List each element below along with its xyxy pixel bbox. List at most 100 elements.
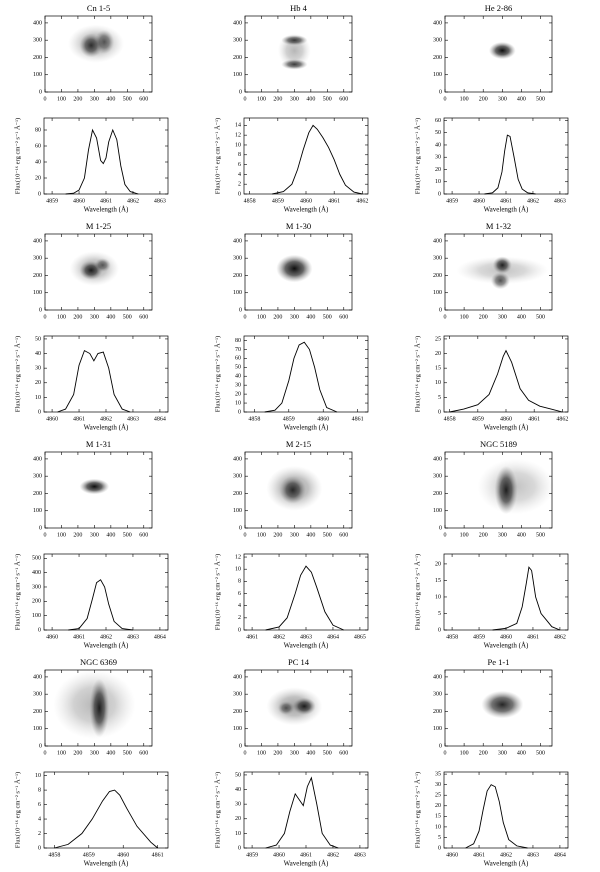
y-tick-label: 0 <box>239 307 242 313</box>
x-tick-label: 400 <box>306 532 315 538</box>
x-tick-label: 100 <box>460 314 469 320</box>
x-tick-label: 100 <box>57 96 66 102</box>
x-tick-label: 0 <box>44 750 47 756</box>
x-tick-label: 0 <box>244 532 247 538</box>
x-tick-label: 4863 <box>527 852 539 858</box>
y-axis-label: Flux(10⁻¹⁶ erg cm⁻² s⁻¹ Å⁻¹) <box>13 336 21 412</box>
y-tick-label: 4 <box>38 816 41 822</box>
y-tick-label: 10 <box>235 400 241 406</box>
y-axis-label: Flux(10⁻¹⁶ erg cm⁻² s⁻¹ Å⁻¹) <box>13 554 21 630</box>
y-tick-label: 80 <box>35 127 41 133</box>
axes-frame <box>244 669 353 747</box>
y-tick-label: 400 <box>433 456 442 462</box>
x-tick-label: 4862 <box>527 198 539 204</box>
x-tick-label: 4860 <box>117 852 129 858</box>
y-tick-label: 0 <box>439 89 442 95</box>
y-tick-label: 60 <box>435 118 441 124</box>
x-tick-label: 400 <box>517 532 526 538</box>
x-tick-label: 200 <box>73 750 82 756</box>
x-tick-label: 300 <box>498 96 507 102</box>
y-tick-label: 20 <box>435 351 441 357</box>
y-axis-label: Flux(10⁻¹⁶ erg cm⁻² s⁻¹ Å⁻¹) <box>213 554 221 630</box>
y-tick-label: 20 <box>435 167 441 173</box>
y-tick-label: 25 <box>435 793 441 799</box>
x-tick-label: 4863 <box>554 198 566 204</box>
nebula-image <box>490 272 510 290</box>
y-tick-label: 100 <box>33 508 42 514</box>
y-tick-label: 200 <box>33 709 42 715</box>
y-tick-label: 100 <box>33 726 42 732</box>
y-axis-label: Flux(10⁻¹⁶ erg cm⁻² s⁻¹ Å⁻¹) <box>413 336 421 412</box>
x-tick-label: 100 <box>257 750 266 756</box>
x-tick-label: 4861 <box>473 852 485 858</box>
panel-title: NGC 6369 <box>80 657 117 667</box>
axes-frame <box>244 451 353 529</box>
x-tick-label: 4860 <box>500 416 512 422</box>
y-axis-label: Flux(10⁻¹⁶ erg cm⁻² s⁻¹ Å⁻¹) <box>13 772 21 848</box>
nebula-image <box>292 697 316 715</box>
x-tick-label: 4864 <box>154 416 166 422</box>
nebula-image <box>277 701 295 715</box>
x-tick-label: 4862 <box>556 416 568 422</box>
y-tick-label: 200 <box>433 273 442 279</box>
x-tick-label: 4862 <box>273 634 285 640</box>
axes-frame <box>243 553 369 631</box>
y-tick-label: 500 <box>32 556 41 562</box>
x-tick-label: 4862 <box>327 852 339 858</box>
spectrum-line <box>264 341 338 413</box>
y-tick-label: 0 <box>38 191 41 197</box>
x-tick-label: 300 <box>290 314 299 320</box>
x-tick-label: 4860 <box>46 416 58 422</box>
y-tick-label: 300 <box>233 256 242 262</box>
y-tick-label: 0 <box>439 743 442 749</box>
x-axis-label: Wavelength (Å) <box>84 424 129 432</box>
x-tick-label: 300 <box>290 96 299 102</box>
y-tick-label: 6 <box>38 802 41 808</box>
y-tick-label: 400 <box>33 674 42 680</box>
x-tick-label: 4862 <box>554 634 566 640</box>
y-tick-label: 5 <box>438 611 441 617</box>
x-tick-label: 100 <box>57 532 66 538</box>
spectrum-line <box>492 566 561 631</box>
y-tick-label: 0 <box>239 743 242 749</box>
axes-frame <box>244 233 353 311</box>
x-tick-label: 4859 <box>446 198 458 204</box>
y-tick-label: 0 <box>438 627 441 633</box>
y-tick-label: 10 <box>235 831 241 837</box>
x-tick-label: 600 <box>339 96 348 102</box>
spectrum-line <box>68 579 134 631</box>
x-tick-label: 400 <box>517 314 526 320</box>
y-tick-label: 40 <box>35 159 41 165</box>
x-tick-label: 500 <box>323 750 332 756</box>
x-tick-label: 300 <box>498 314 507 320</box>
y-tick-label: 6 <box>238 162 241 168</box>
x-tick-label: 4861 <box>352 416 364 422</box>
x-tick-label: 4864 <box>554 852 566 858</box>
x-tick-label: 600 <box>339 314 348 320</box>
y-tick-label: 10 <box>35 395 41 401</box>
y-tick-label: 300 <box>33 474 42 480</box>
y-tick-label: 200 <box>33 55 42 61</box>
y-tick-label: 30 <box>235 383 241 389</box>
panel-title: NGC 5189 <box>480 439 517 449</box>
x-tick-label: 600 <box>339 750 348 756</box>
spectrum-line <box>57 349 131 413</box>
x-tick-label: 0 <box>44 314 47 320</box>
x-tick-label: 4861 <box>527 634 539 640</box>
axes-frame <box>444 669 553 747</box>
x-axis-label: Wavelength (Å) <box>284 642 329 650</box>
x-tick-label: 100 <box>460 532 469 538</box>
y-tick-label: 20 <box>235 816 241 822</box>
spectrum-line <box>265 565 344 631</box>
axes-frame <box>243 117 369 195</box>
y-tick-label: 100 <box>433 726 442 732</box>
x-tick-label: 4859 <box>83 852 95 858</box>
x-tick-label: 4859 <box>246 852 258 858</box>
nebula-image <box>488 41 516 60</box>
axes-frame <box>443 553 569 631</box>
x-tick-label: 600 <box>139 750 148 756</box>
x-tick-label: 500 <box>536 532 545 538</box>
nebula-image <box>281 59 308 70</box>
panel-title: Pe 1-1 <box>488 657 510 667</box>
x-tick-label: 300 <box>290 750 299 756</box>
